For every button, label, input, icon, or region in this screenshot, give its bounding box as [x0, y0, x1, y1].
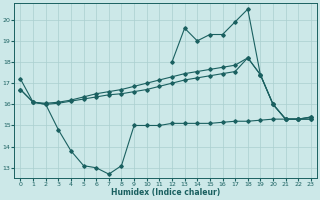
X-axis label: Humidex (Indice chaleur): Humidex (Indice chaleur)	[111, 188, 220, 197]
